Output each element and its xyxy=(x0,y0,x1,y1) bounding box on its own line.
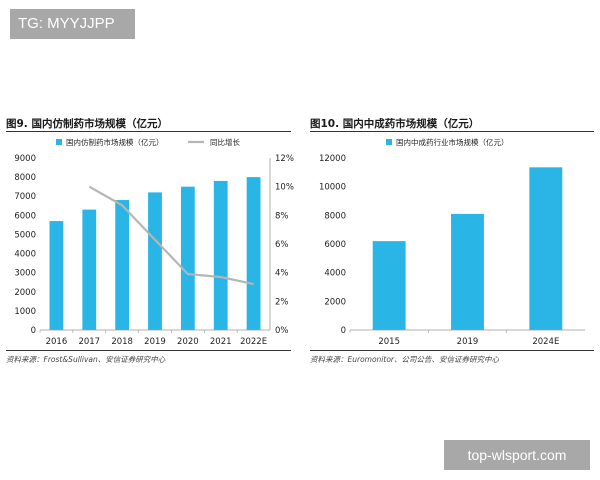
chart1-y2-tick-label: 12% xyxy=(275,154,294,164)
chart2-x-tick-label: 2019 xyxy=(457,337,479,347)
chart1-y-tick-label: 2000 xyxy=(14,288,36,298)
chart1-y-tick-label: 6000 xyxy=(14,211,36,221)
chart1-bar xyxy=(213,180,228,330)
chart1-bar xyxy=(115,200,130,330)
chart2-y-tick-label: 10000 xyxy=(319,183,346,193)
chart2-y-tick-label: 12000 xyxy=(319,154,346,164)
chart1-legend-label: 同比增长 xyxy=(210,137,240,147)
chart1-y2-tick-label: 2% xyxy=(275,297,289,307)
chart2-source: 资料来源：Euromonitor、公司公告、安信证券研究中心 xyxy=(310,355,500,364)
chart2-y-tick-label: 8000 xyxy=(324,211,346,221)
chart1-y2-tick-label: 8% xyxy=(275,211,289,221)
chart1-y2-tick-label: 4% xyxy=(275,269,289,279)
chart1-bar xyxy=(246,177,261,330)
chart2-title-rule xyxy=(310,131,594,132)
chart1-y-tick-label: 0 xyxy=(31,326,36,336)
chart1-y2-tick-label: 0% xyxy=(275,326,289,336)
chart1-source: 资料来源：Frost&Sullivan、安信证券研究中心 xyxy=(6,355,166,364)
chart1-legend-label: 国内仿制药市场规模（亿元） xyxy=(66,137,164,147)
chart1-bar xyxy=(148,192,162,330)
chart2-x-tick-label: 2024E xyxy=(532,337,559,347)
chart2-bar xyxy=(372,241,406,330)
chart1-y-tick-label: 8000 xyxy=(14,173,36,183)
chart1-bar xyxy=(49,221,64,330)
watermark-top: TG: MYYJJPP xyxy=(10,9,135,39)
chart2-y-tick-label: 2000 xyxy=(324,297,346,307)
chart1-bar xyxy=(82,209,97,330)
chart1-y-tick-label: 3000 xyxy=(14,269,36,279)
chart1-title: 图9. 国内仿制药市场规模（亿元） xyxy=(6,118,168,130)
chart2-y-tick-label: 4000 xyxy=(324,269,346,279)
chart2-bar xyxy=(451,213,484,330)
chart2-bottom-rule xyxy=(310,350,594,351)
chart1-y-tick-label: 1000 xyxy=(14,307,36,317)
chart2-svg: 0 2000 4000 6000 8000 10000 12000 2015 2019 2024E… xyxy=(319,137,585,347)
chart1-x-tick-label: 2017 xyxy=(78,337,100,347)
chart1-x-tick-label: 2020 xyxy=(177,337,199,347)
chart2-bar xyxy=(529,167,563,330)
chart1-y2-tick-label: 10% xyxy=(275,183,294,193)
chart2-legend-label: 国内中成药行业市场规模（亿元） xyxy=(396,137,509,147)
chart1-y-tick-label: 9000 xyxy=(14,154,36,164)
chart1-y-tick-label: 7000 xyxy=(14,192,36,202)
chart1-bottom-rule xyxy=(6,350,291,351)
chart1-bar xyxy=(180,186,195,330)
chart1-x-tick-label: 2022E xyxy=(240,337,267,347)
chart2-y-tick-label: 0 xyxy=(341,326,346,336)
chart1-x-tick-label: 2018 xyxy=(111,337,133,347)
watermark-bottom: top-wlsport.com xyxy=(444,440,590,470)
chart1-x-tick-label: 2016 xyxy=(46,337,68,347)
chart1-y-tick-label: 5000 xyxy=(14,230,36,240)
chart1-y2-tick-label: 6% xyxy=(275,240,289,250)
chart2-y-tick-label: 6000 xyxy=(324,240,346,250)
chart1-growth-line xyxy=(88,185,254,286)
chart1-y-tick-label: 4000 xyxy=(14,250,36,260)
chart2-title: 图10. 国内中成药市场规模（亿元） xyxy=(310,118,480,130)
chart1-title-rule xyxy=(6,131,291,132)
chart1-x-tick-label: 2019 xyxy=(144,337,166,347)
chart2-x-tick-label: 2015 xyxy=(378,337,400,347)
chart1-x-tick-label: 2021 xyxy=(210,337,232,347)
chart2-legend-swatch-bar xyxy=(386,139,392,145)
chart1-svg: 0 1000 2000 3000 4000 5000 6000 7000 8000 9000 0% 2… xyxy=(14,137,294,347)
chart1-legend-swatch-bar xyxy=(56,139,62,145)
